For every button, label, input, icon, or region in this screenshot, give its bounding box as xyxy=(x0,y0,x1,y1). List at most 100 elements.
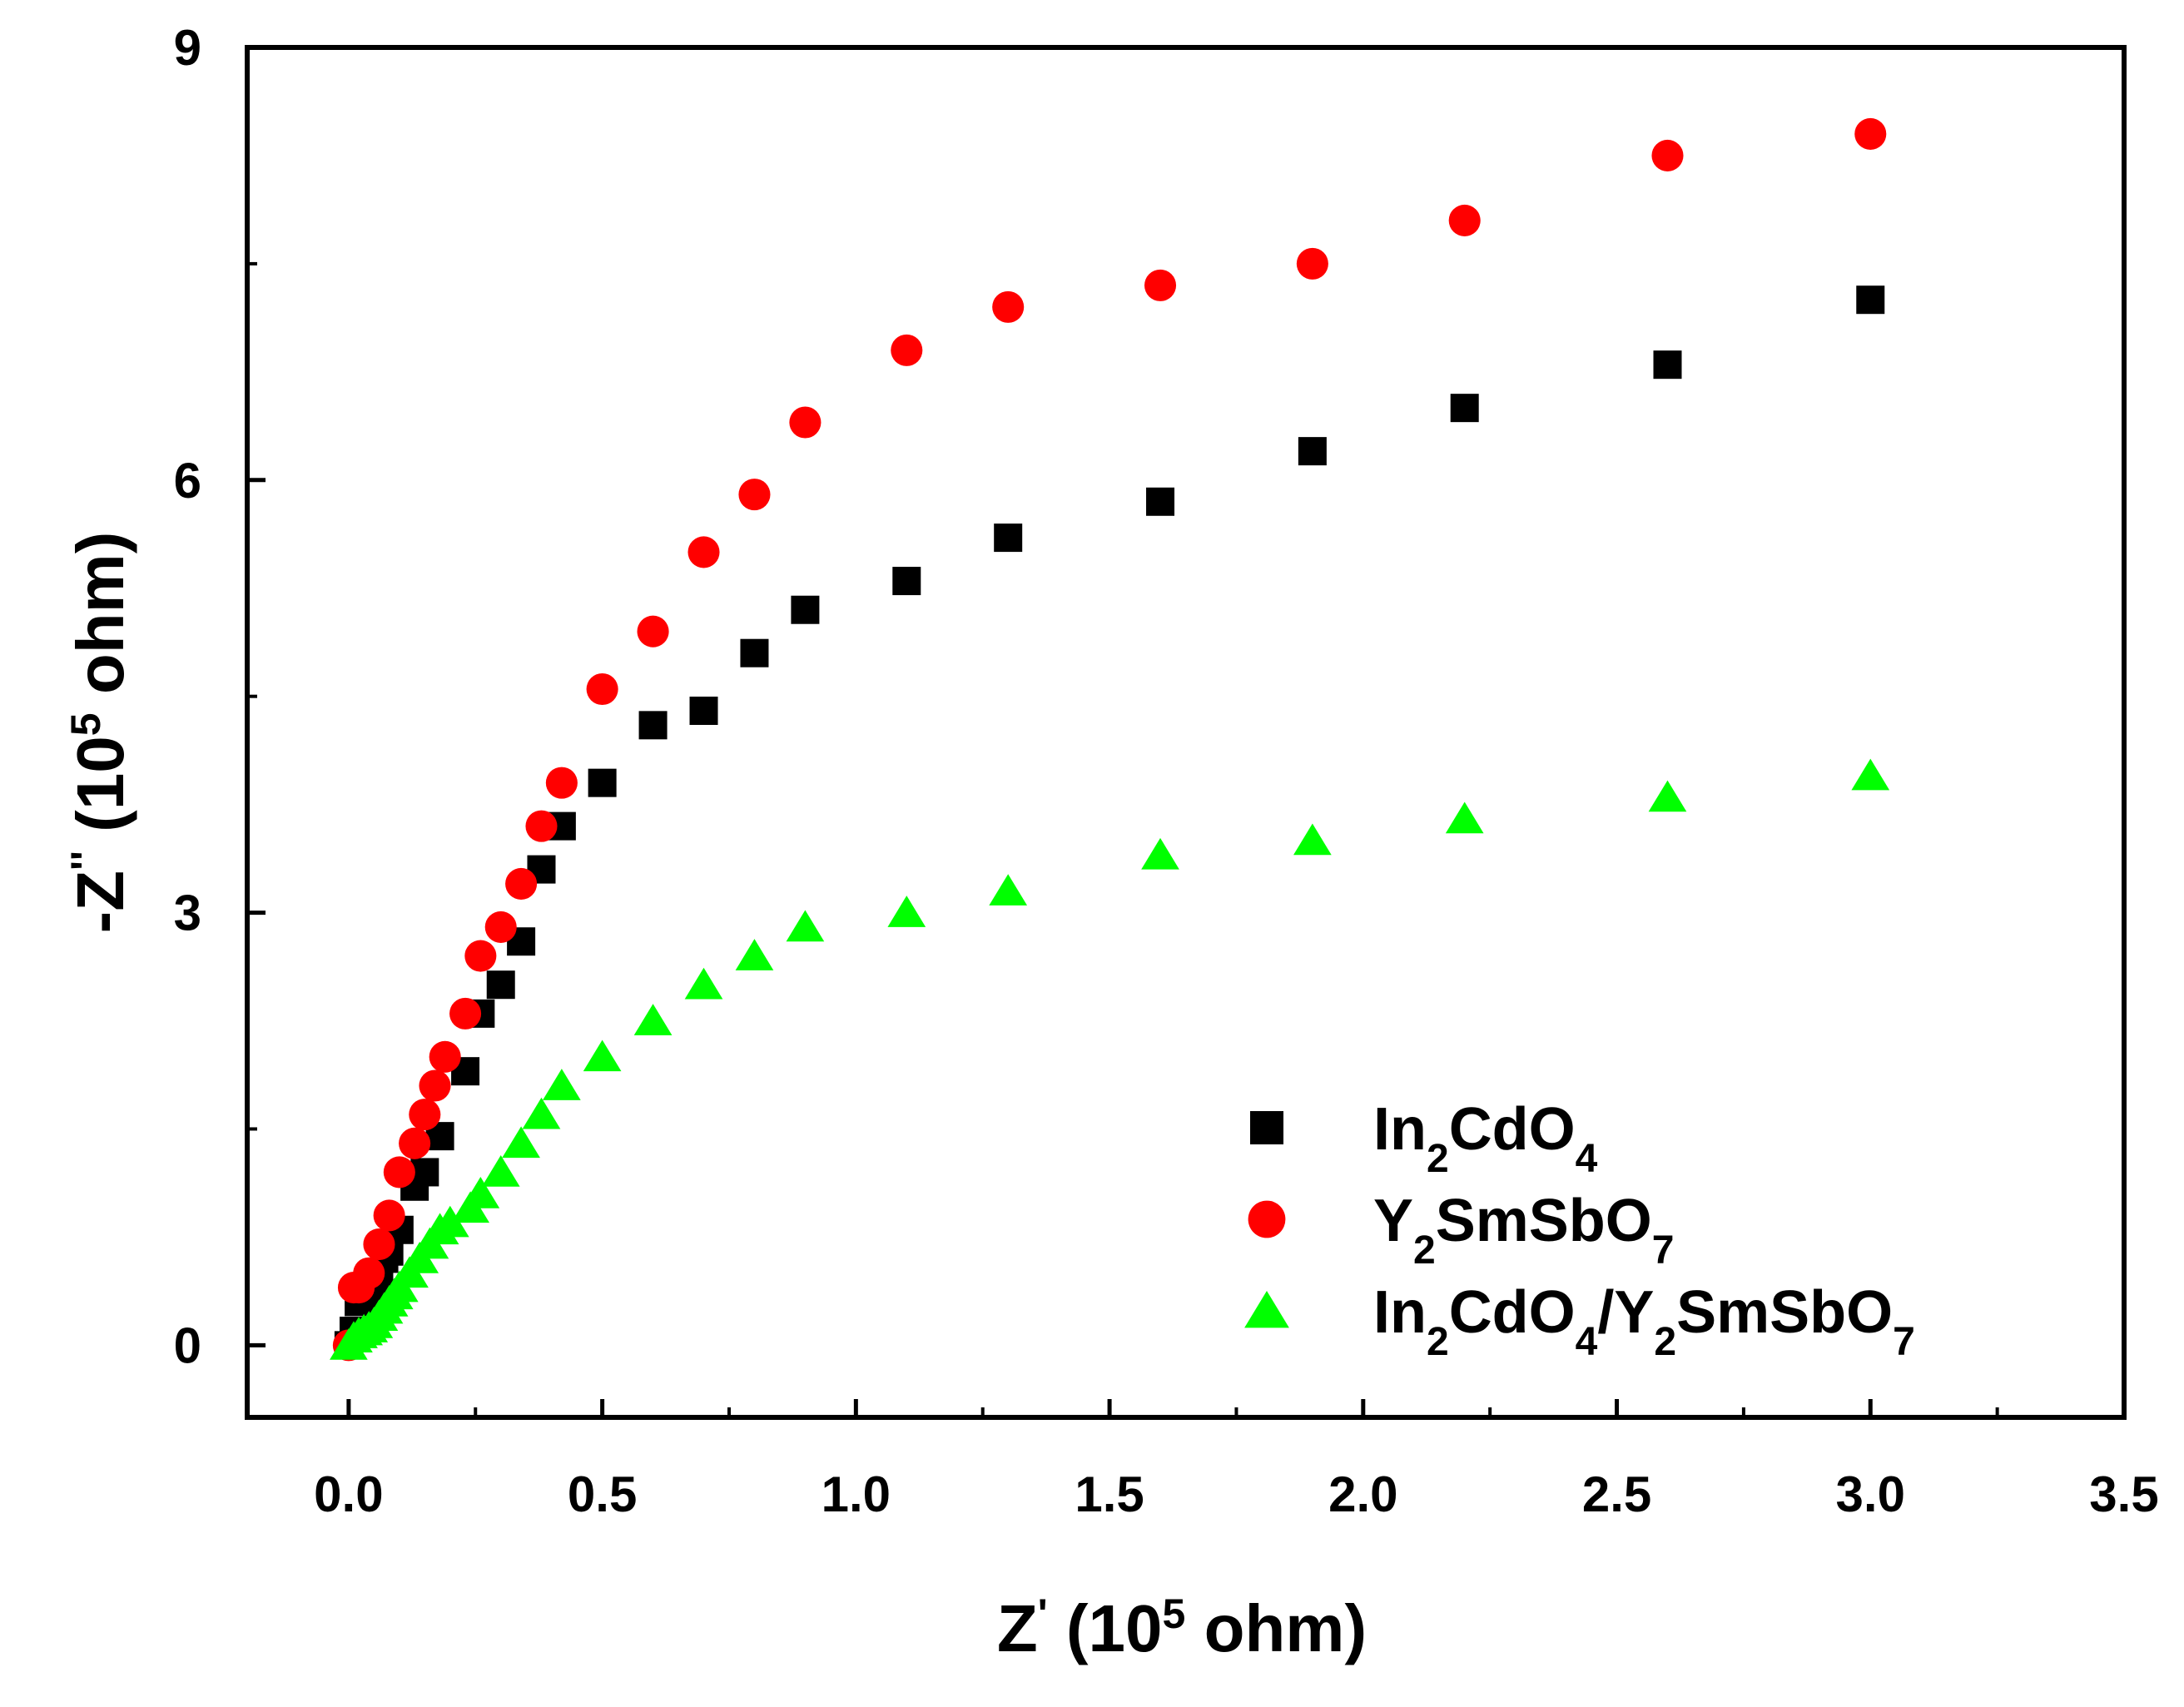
legend-label-part: CdO xyxy=(1449,1096,1576,1163)
y-title-prime: '' xyxy=(62,851,109,871)
data-point-circle xyxy=(373,1199,405,1232)
data-point-triangle xyxy=(887,896,926,927)
x-title-exponent: 5 xyxy=(1163,1590,1186,1637)
data-point-circle xyxy=(992,290,1025,323)
data-point-square xyxy=(892,567,921,596)
x-title-unit: (10 xyxy=(1048,1591,1163,1665)
data-point-triangle xyxy=(1141,837,1179,870)
series-circle xyxy=(332,117,1887,1362)
data-point-circle xyxy=(505,867,538,900)
legend-label: In2CdO4 xyxy=(1373,1096,1598,1181)
x-tick-label: 2.0 xyxy=(1328,1466,1397,1522)
y-axis-ticks: 0 3 6 9 xyxy=(174,20,266,1373)
data-point-triangle xyxy=(430,1205,469,1238)
data-point-circle xyxy=(1296,247,1328,280)
legend-marker-triangle xyxy=(1244,1291,1289,1328)
data-point-circle xyxy=(399,1127,431,1159)
x-tick-label: 2.5 xyxy=(1582,1466,1651,1522)
y-title-unit-close: ohm) xyxy=(63,532,137,713)
data-point-circle xyxy=(687,536,720,568)
data-point-square xyxy=(1450,394,1479,423)
data-point-square xyxy=(689,697,718,726)
data-point-triangle xyxy=(522,1097,561,1129)
legend-label-part: CdO xyxy=(1449,1279,1576,1346)
legend-label-part: SmSbO xyxy=(1436,1188,1652,1254)
data-point-square xyxy=(1856,285,1885,315)
x-title-unit-close: ohm) xyxy=(1185,1591,1367,1665)
legend-label-part: 2 xyxy=(1413,1228,1436,1273)
series-layer xyxy=(330,117,1890,1362)
data-point-circle xyxy=(1651,139,1684,171)
data-point-square xyxy=(638,711,668,740)
legend-label-part: /Y xyxy=(1597,1279,1654,1346)
data-point-circle xyxy=(738,479,771,511)
x-title-prime: ' xyxy=(1038,1590,1048,1637)
data-point-circle xyxy=(1448,204,1481,236)
x-title-base: Z xyxy=(997,1591,1038,1665)
data-point-triangle xyxy=(989,874,1028,906)
data-point-triangle xyxy=(1648,780,1687,812)
data-point-circle xyxy=(1144,269,1177,301)
x-tick-label: 3.5 xyxy=(2089,1466,2158,1522)
data-point-triangle xyxy=(684,967,723,1000)
data-point-circle xyxy=(464,940,497,972)
data-point-triangle xyxy=(1293,823,1332,856)
x-axis-title: Z' (105 ohm) xyxy=(997,1590,1367,1665)
data-point-triangle xyxy=(735,939,774,970)
data-point-circle xyxy=(363,1228,395,1261)
data-point-square xyxy=(994,524,1023,553)
data-point-triangle xyxy=(1851,758,1890,791)
data-point-square xyxy=(486,970,515,1000)
legend-label-part: In xyxy=(1373,1279,1427,1346)
legend-label-part: 4 xyxy=(1576,1320,1598,1364)
data-point-circle xyxy=(789,406,821,439)
data-point-square xyxy=(1298,437,1327,466)
x-tick-label: 1.0 xyxy=(821,1466,891,1522)
legend-label-part: 7 xyxy=(1652,1228,1675,1273)
y-tick-label: 6 xyxy=(174,453,201,509)
x-tick-label: 0.5 xyxy=(568,1466,637,1522)
legend-label-part: 4 xyxy=(1576,1137,1598,1181)
data-point-circle xyxy=(409,1099,441,1131)
data-point-circle xyxy=(891,334,923,366)
y-title-unit: (10 xyxy=(63,736,137,851)
data-point-circle xyxy=(353,1257,385,1289)
legend-label-part: 2 xyxy=(1654,1320,1676,1364)
data-point-square xyxy=(791,595,820,624)
x-tick-label: 1.5 xyxy=(1075,1466,1144,1522)
data-point-circle xyxy=(525,810,558,842)
data-point-square xyxy=(588,768,617,797)
y-tick-label: 3 xyxy=(174,886,201,941)
plot-frame xyxy=(245,45,2127,1420)
legend-label-part: In xyxy=(1373,1096,1427,1163)
data-point-circle xyxy=(484,911,517,943)
series-triangle xyxy=(330,758,1890,1360)
legend-label: In2CdO4/Y2SmSbO7 xyxy=(1373,1279,1915,1364)
data-point-square xyxy=(410,1158,439,1187)
series-square xyxy=(334,285,1885,1360)
x-tick-label: 3.0 xyxy=(1836,1466,1905,1522)
legend-label-part: 2 xyxy=(1427,1320,1449,1364)
data-point-triangle xyxy=(786,910,825,942)
data-point-square xyxy=(1146,487,1175,516)
data-point-circle xyxy=(383,1156,415,1188)
data-point-triangle xyxy=(481,1155,520,1187)
data-point-circle xyxy=(449,997,482,1030)
legend-marker-square xyxy=(1250,1111,1283,1144)
legend-label-part: 2 xyxy=(1427,1137,1449,1181)
data-point-circle xyxy=(545,767,578,799)
data-point-triangle xyxy=(543,1069,581,1100)
x-axis-ticks: 0.0 0.5 1.0 1.5 2.0 2.5 3.0 3.5 xyxy=(314,1399,2159,1522)
y-title-base: -Z xyxy=(63,871,137,934)
data-point-triangle xyxy=(1445,801,1484,834)
y-tick-label: 9 xyxy=(174,20,201,76)
data-point-triangle xyxy=(461,1177,500,1208)
data-point-triangle xyxy=(583,1040,622,1072)
data-point-circle xyxy=(637,615,669,648)
x-tick-label: 0.0 xyxy=(314,1466,383,1522)
data-point-circle xyxy=(429,1040,461,1073)
legend-label-part: 7 xyxy=(1893,1320,1915,1364)
data-point-square xyxy=(740,638,769,667)
